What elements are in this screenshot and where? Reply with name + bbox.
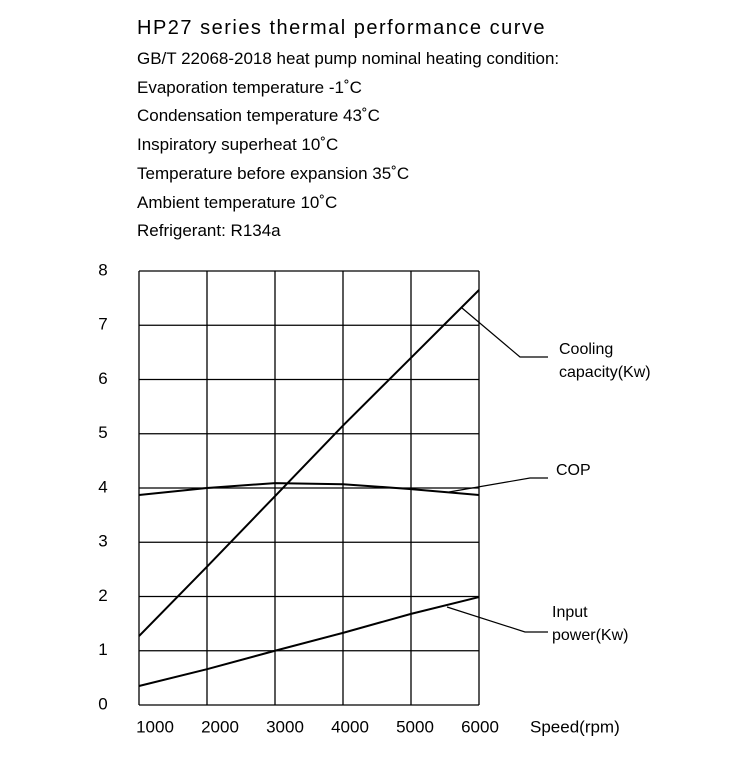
series-label: COP xyxy=(556,462,591,479)
x-tick-label: 1000 xyxy=(136,717,174,736)
leader-line xyxy=(461,307,548,358)
x-tick-label: 2000 xyxy=(201,717,239,736)
condition-line: Evaporation temperature -1˚C xyxy=(137,77,362,97)
leader-line xyxy=(446,606,548,633)
y-tick-label: 3 xyxy=(98,532,107,551)
series-line xyxy=(138,596,480,687)
y-tick-label: 4 xyxy=(98,477,107,496)
condition-line: Ambient temperature 10˚C xyxy=(137,192,338,212)
y-tick-label: 1 xyxy=(98,640,107,659)
y-tick-label: 2 xyxy=(98,586,107,605)
condition-line: Condensation temperature 43˚C xyxy=(137,106,380,126)
x-tick-label: 5000 xyxy=(396,717,434,736)
condition-line: GB/T 22068-2018 heat pump nominal heatin… xyxy=(137,49,560,68)
x-tick-label: 4000 xyxy=(331,717,369,736)
x-tick-label: 3000 xyxy=(266,717,304,736)
y-tick-label: 6 xyxy=(98,369,107,388)
condition-line: Temperature before expansion 35˚C xyxy=(137,163,410,183)
series-label: Input power(Kw) xyxy=(552,604,629,644)
leader-line xyxy=(448,477,548,493)
chart-title: HP27 series thermal performance curve xyxy=(137,17,546,39)
y-tick-label: 0 xyxy=(98,694,107,713)
x-axis-label: Speed(rpm) xyxy=(530,717,620,736)
series-line xyxy=(138,289,480,637)
y-tick-label: 7 xyxy=(98,315,107,334)
y-tick-label: 8 xyxy=(98,260,107,279)
condition-line: Inspiratory superheat 10˚C xyxy=(137,135,339,155)
series-line xyxy=(138,482,480,497)
series-label: Cooling capacity(Kw) xyxy=(559,341,651,381)
x-tick-label: 6000 xyxy=(461,717,499,736)
condition-line: Refrigerant: R134a xyxy=(137,221,281,241)
y-tick-label: 5 xyxy=(98,423,107,442)
